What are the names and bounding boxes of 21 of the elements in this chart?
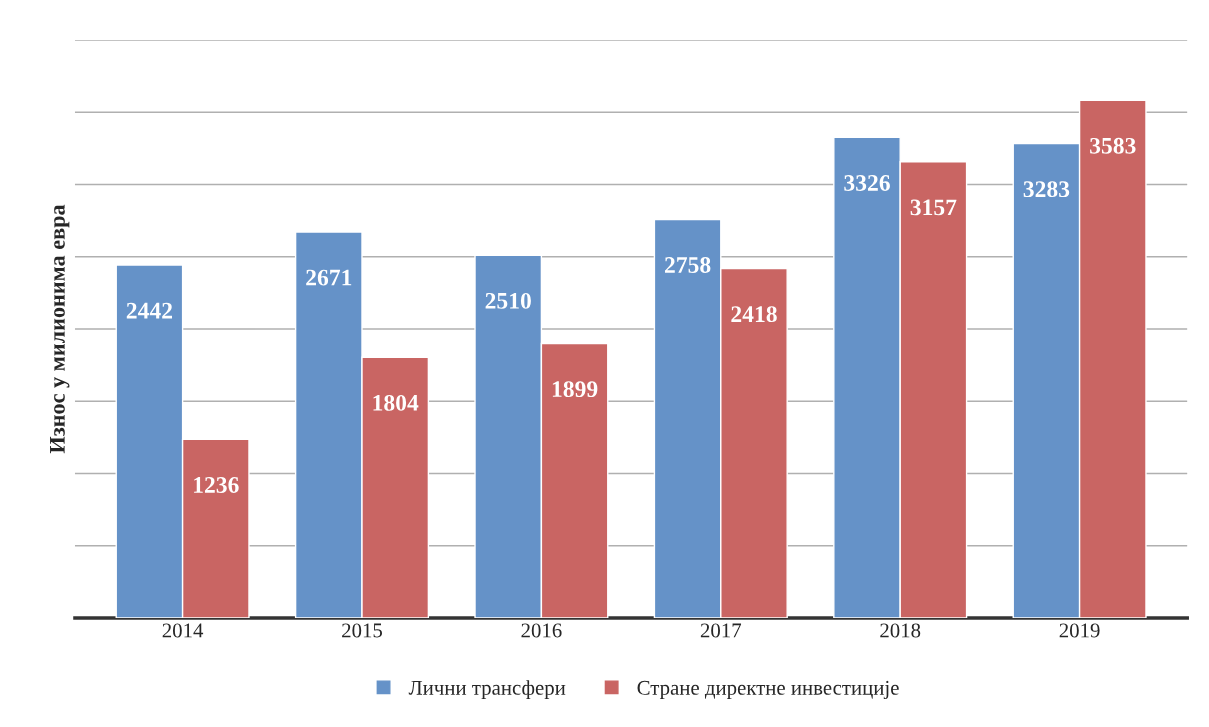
data-label: 3583 [1090, 137, 1136, 154]
data-label: 2671 [306, 269, 352, 286]
data-label: 2510 [485, 292, 531, 309]
x-tick-label: 2015 [342, 623, 383, 638]
data-label: 1899 [552, 381, 598, 398]
x-tick-label: 2019 [1059, 623, 1100, 638]
legend-label: Стране директне инвестиције [637, 680, 899, 700]
data-label: 2418 [731, 306, 777, 323]
data-label: 1236 [194, 477, 239, 493]
data-label: 3157 [910, 199, 957, 216]
x-tick-label: 2016 [521, 623, 562, 638]
data-label: 2758 [664, 257, 711, 273]
data-label: 1804 [373, 394, 419, 411]
legend-label: Лични трансфери [408, 680, 566, 700]
x-tick-label: 2018 [880, 623, 921, 638]
data-label: 2442 [126, 302, 173, 319]
y-axis-title: Износ у милионима евра [50, 204, 70, 454]
data-label: 3283 [1023, 181, 1070, 198]
x-tick-label: 2014 [162, 623, 204, 638]
data-label: 3326 [844, 175, 890, 191]
x-tick-label: 2017 [700, 623, 742, 638]
